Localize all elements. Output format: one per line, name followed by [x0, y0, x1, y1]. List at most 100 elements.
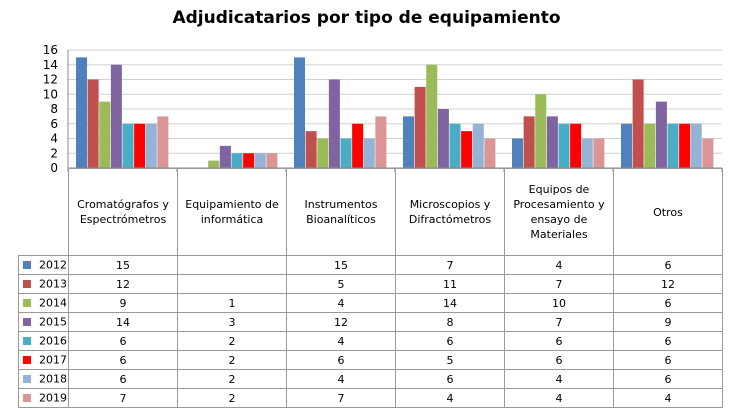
table-cell: 5 — [286, 274, 396, 294]
table-cell: 12 — [613, 274, 723, 294]
category-label: Microscopios y Difractómetros — [395, 168, 505, 256]
series-name: 2014 — [39, 296, 67, 310]
series-name: 2015 — [39, 315, 67, 329]
bar-2015-2 — [328, 79, 340, 168]
bar-2019-1 — [266, 153, 278, 168]
table-cell: 2 — [177, 331, 287, 351]
legend-entry: 2013 — [18, 274, 69, 294]
bar-2012-5 — [621, 123, 633, 168]
table-cell: 4 — [286, 331, 396, 351]
table-cell: 8 — [395, 312, 505, 332]
table-row: 2017 6 2 6 5 6 6 — [18, 350, 723, 370]
legend-entry: 2015 — [18, 312, 69, 332]
table-cell: 14 — [395, 293, 505, 313]
table-cell: 4 — [286, 293, 396, 313]
bar-2017-1 — [243, 153, 255, 168]
bar-2019-0 — [157, 116, 169, 168]
bar-2019-2 — [375, 116, 387, 168]
series-name: 2013 — [39, 277, 67, 291]
table-cell: 9 — [613, 312, 723, 332]
y-tick-label: 10 — [43, 87, 58, 101]
chart-title: Adjudicatarios por tipo de equipamiento — [172, 8, 561, 28]
bar-2018-4 — [581, 138, 593, 168]
bar-2012-4 — [512, 138, 524, 168]
legend-entry: 2018 — [18, 369, 69, 389]
table-cell: 15 — [68, 255, 178, 275]
legend-entry: 2017 — [18, 350, 69, 370]
legend-entry: 2014 — [18, 293, 69, 313]
table-cell: 4 — [504, 255, 614, 275]
table-cell: 4 — [395, 388, 505, 408]
table-cell: 10 — [504, 293, 614, 313]
table-cell: 11 — [395, 274, 505, 294]
table-cell: 7 — [504, 312, 614, 332]
table-cell: 2 — [177, 369, 287, 389]
bar-2014-4 — [535, 94, 547, 168]
table-cell: 7 — [68, 388, 178, 408]
bar-2018-0 — [145, 123, 157, 168]
bar-2014-2 — [317, 138, 329, 168]
series-name: 2018 — [39, 372, 67, 386]
bar-2015-1 — [219, 145, 231, 168]
bar-2019-5 — [702, 138, 714, 168]
table-cell: 6 — [613, 293, 723, 313]
legend-swatch — [23, 318, 31, 327]
bar-2014-1 — [208, 160, 220, 168]
table-row: 2015 14 3 12 8 7 9 — [18, 312, 723, 332]
bar-2019-3 — [484, 138, 496, 168]
legend-swatch — [23, 375, 31, 384]
legend-swatch — [23, 337, 31, 346]
table-cell: 6 — [613, 350, 723, 370]
category-label: Otros — [613, 168, 723, 256]
table-row: 2019 7 2 7 4 4 4 — [18, 388, 723, 408]
table-row: 2013 12 5 11 7 12 — [18, 274, 723, 294]
table-cell: 6 — [395, 369, 505, 389]
y-tick-label: 16 — [43, 43, 58, 57]
y-tick-label: 12 — [43, 73, 58, 87]
bar-2018-3 — [472, 123, 484, 168]
table-cell — [177, 255, 287, 275]
table-cell: 1 — [177, 293, 287, 313]
bar-2016-2 — [340, 138, 352, 168]
category-label: Instrumentos Bioanalíticos — [286, 168, 396, 256]
table-cell: 6 — [68, 350, 178, 370]
bar-2017-0 — [134, 123, 146, 168]
legend-swatch — [23, 394, 31, 403]
legend-entry: 2016 — [18, 331, 69, 351]
bar-2016-0 — [122, 123, 134, 168]
table-cell: 3 — [177, 312, 287, 332]
category-label: Equipamiento de informática — [177, 168, 287, 256]
series-name: 2012 — [39, 258, 67, 272]
y-tick-label: 8 — [50, 102, 58, 116]
table-cell: 4 — [286, 369, 396, 389]
bar-2013-2 — [305, 131, 317, 168]
bar-2014-5 — [644, 123, 656, 168]
data-table: Cromatógrafos y Espectrómetros Equipamien… — [18, 168, 723, 408]
table-cell: 6 — [504, 331, 614, 351]
bars — [76, 57, 714, 168]
legend-swatch — [23, 299, 31, 308]
table-cell: 2 — [177, 388, 287, 408]
bar-2018-2 — [363, 138, 375, 168]
bar-2017-4 — [570, 123, 582, 168]
bar-2013-3 — [414, 86, 426, 168]
bar-2014-3 — [426, 64, 438, 168]
table-cell: 6 — [613, 331, 723, 351]
bar-2018-1 — [254, 153, 266, 168]
table-row: 2016 6 2 4 6 6 6 — [18, 331, 723, 351]
table-cell: 6 — [613, 255, 723, 275]
table-row: 2018 6 2 4 6 4 6 — [18, 369, 723, 389]
bar-2013-5 — [632, 79, 644, 168]
legend-swatch — [23, 356, 31, 365]
table-cell: 7 — [395, 255, 505, 275]
bar-2017-3 — [461, 131, 473, 168]
y-tick-label: 6 — [50, 117, 58, 131]
table-cell: 9 — [68, 293, 178, 313]
table-cell: 12 — [286, 312, 396, 332]
bar-2018-5 — [690, 123, 702, 168]
bar-2017-2 — [352, 123, 364, 168]
legend-swatch — [23, 261, 31, 270]
table-cell: 6 — [613, 369, 723, 389]
